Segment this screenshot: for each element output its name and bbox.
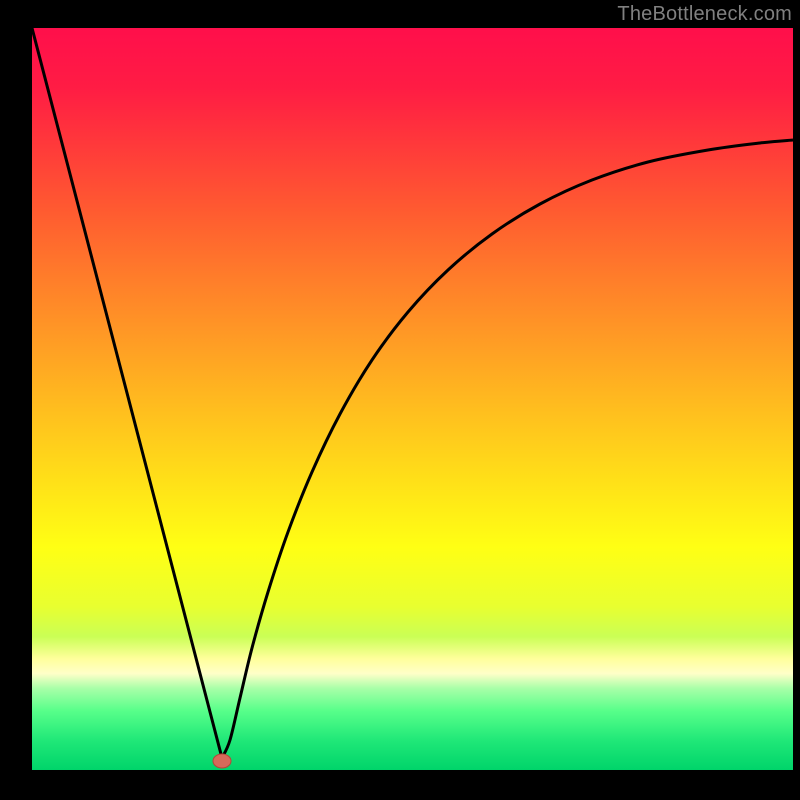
chart-stage: TheBottleneck.com — [0, 0, 800, 800]
bottleneck-chart — [0, 0, 800, 800]
optimal-point-marker — [213, 754, 231, 768]
watermark-text: TheBottleneck.com — [617, 3, 792, 26]
plot-background — [32, 28, 793, 770]
